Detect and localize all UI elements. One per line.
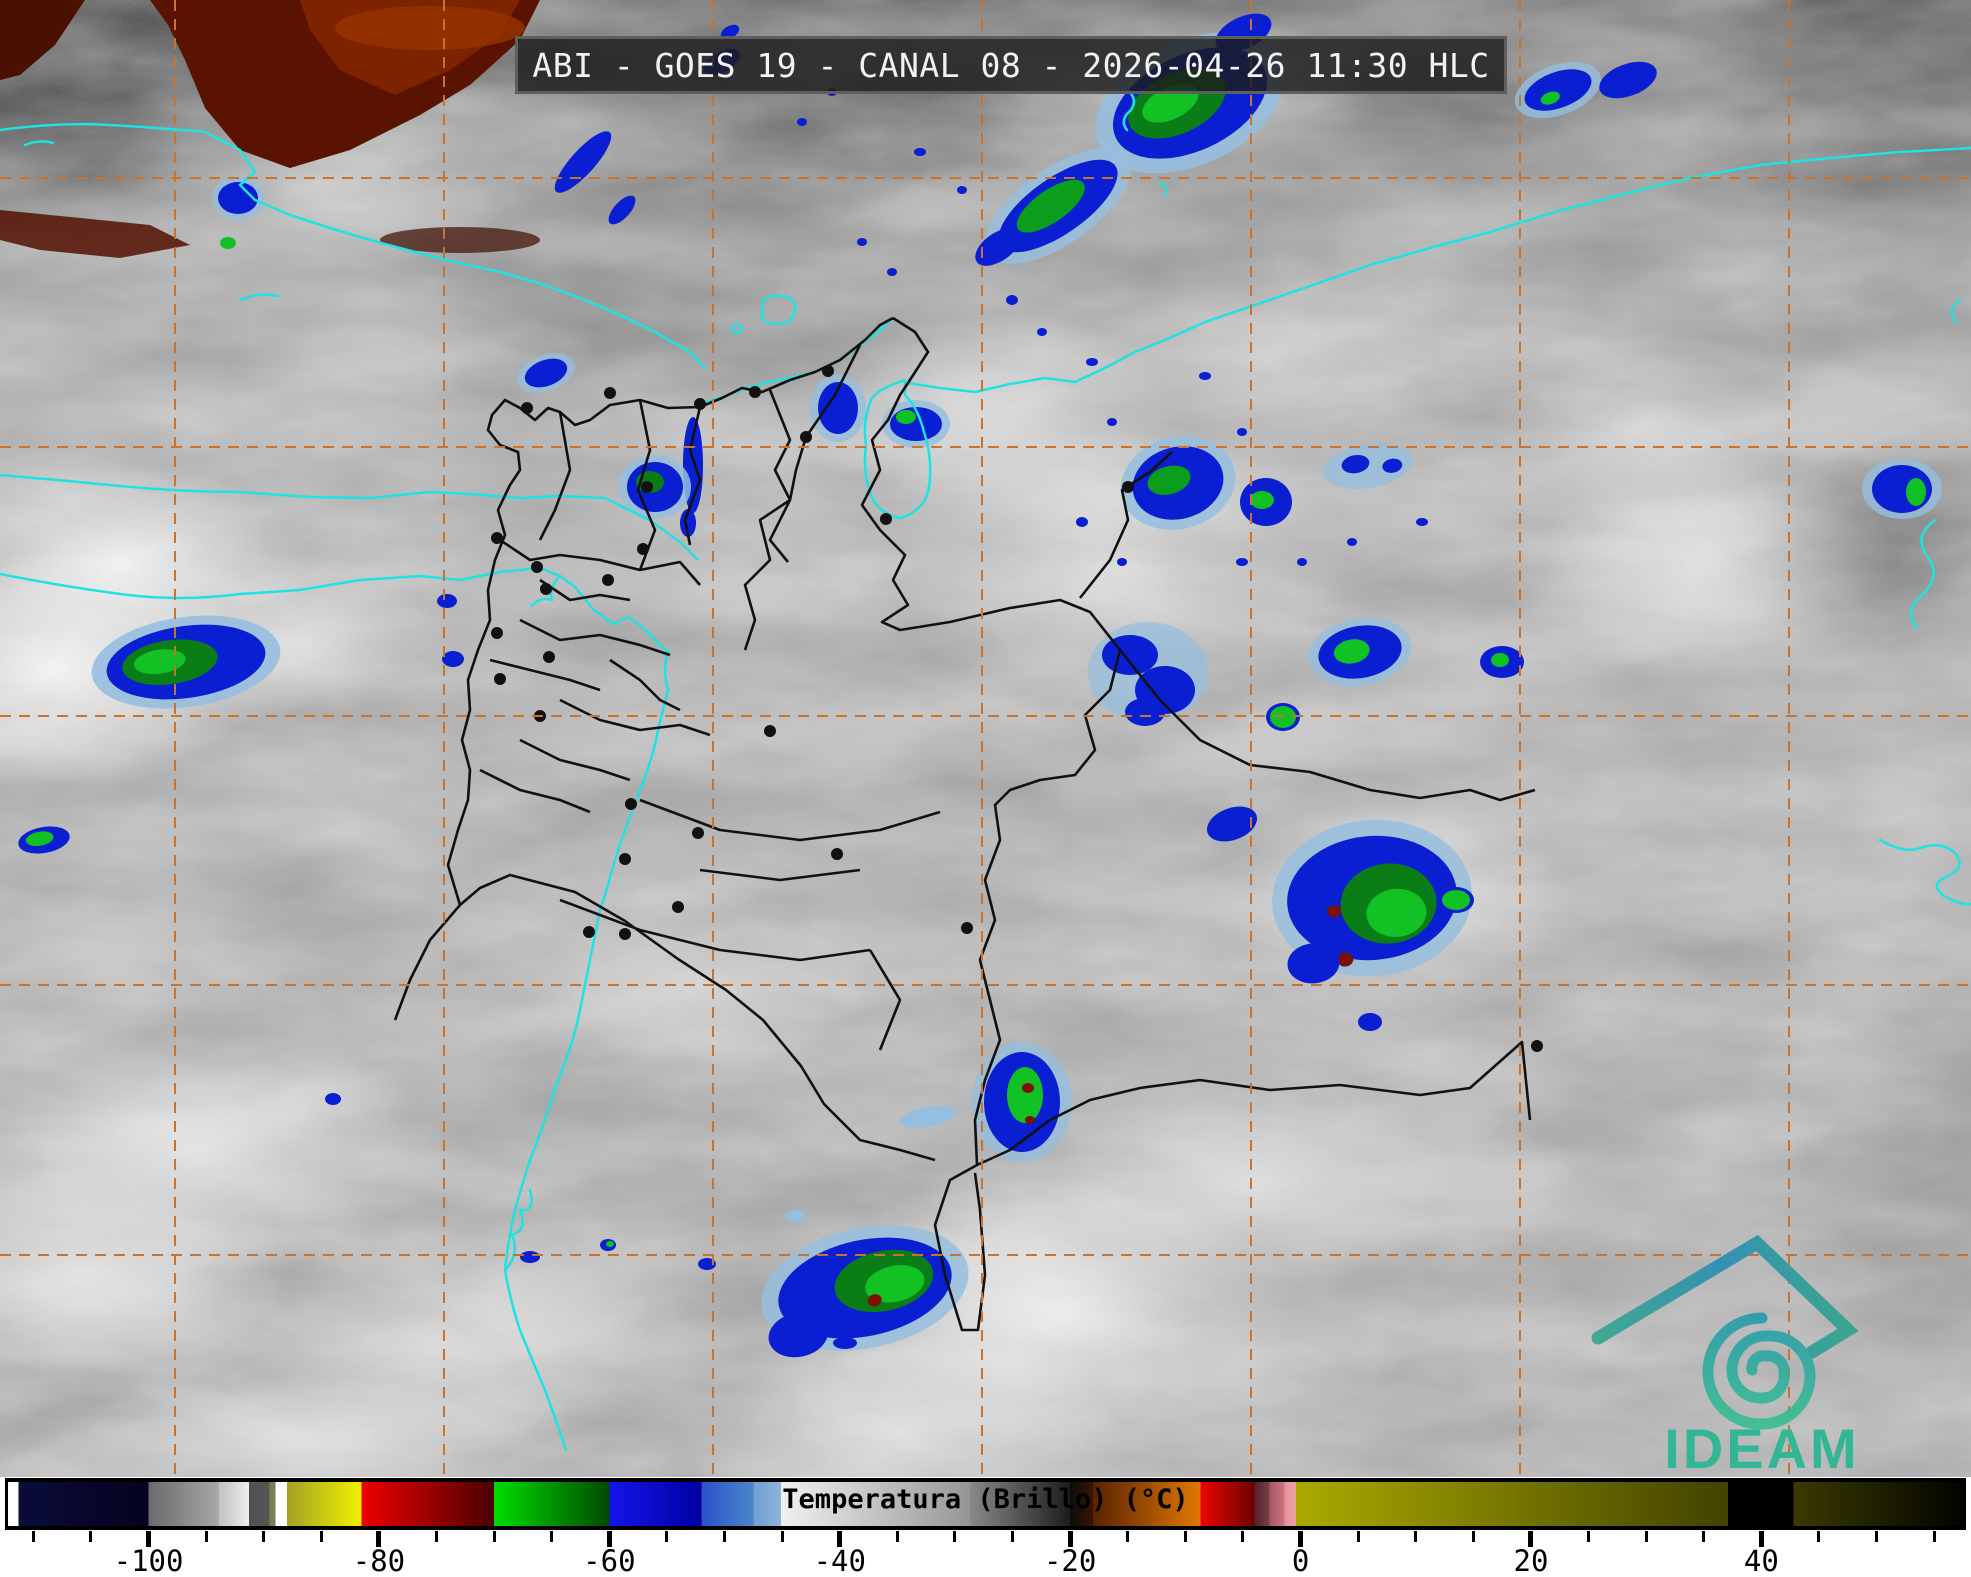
minor-tick — [953, 1531, 957, 1542]
ideam-logo: IDEAM — [1591, 1234, 1859, 1477]
minor-tick — [204, 1531, 208, 1542]
colorbar-frame — [5, 1478, 1966, 1530]
minor-tick — [1875, 1531, 1879, 1542]
minor-tick — [1414, 1531, 1418, 1542]
major-tick — [1298, 1531, 1304, 1547]
minor-tick — [89, 1531, 93, 1542]
minor-tick — [1702, 1531, 1706, 1542]
tick-label: -100 — [113, 1544, 184, 1577]
minor-tick — [492, 1531, 496, 1542]
product-title: ABI - GOES 19 - CANAL 08 - 2026-04-26 11… — [532, 45, 1490, 85]
major-tick — [1067, 1531, 1073, 1547]
minor-tick — [1126, 1531, 1130, 1542]
major-tick — [146, 1531, 152, 1547]
tick-label: -60 — [583, 1544, 636, 1577]
city-markers — [491, 365, 1543, 1052]
minor-tick — [780, 1531, 784, 1542]
minor-tick — [262, 1531, 266, 1542]
minor-tick — [1011, 1531, 1015, 1542]
colorbar-label: Temperatura (Brillo) (°C) — [782, 1484, 1189, 1515]
minor-tick — [1587, 1531, 1591, 1542]
ideam-logo-text: IDEAM — [1664, 1417, 1859, 1477]
tick-label: 40 — [1743, 1544, 1779, 1577]
ideam-logo-roof — [1591, 1234, 1859, 1359]
major-tick — [376, 1531, 382, 1547]
major-tick — [837, 1531, 843, 1547]
minor-tick — [435, 1531, 439, 1542]
ideam-logo-swirl — [1702, 1312, 1816, 1430]
graticule — [0, 0, 1971, 1477]
minor-tick — [319, 1531, 323, 1542]
major-tick — [1528, 1531, 1534, 1547]
minor-tick — [550, 1531, 554, 1542]
tick-label: 0 — [1291, 1544, 1310, 1577]
map-overlay: IDEAM — [0, 0, 1971, 1477]
minor-tick — [1817, 1531, 1821, 1542]
tick-label: 20 — [1513, 1544, 1549, 1577]
minor-tick — [895, 1531, 899, 1542]
minor-tick — [1471, 1531, 1475, 1542]
tick-label: -80 — [352, 1544, 406, 1577]
small-cloud-specks — [797, 88, 1428, 566]
minor-tick — [1183, 1531, 1187, 1542]
warm-airmass-region — [0, 0, 540, 258]
minor-tick — [1356, 1531, 1360, 1542]
tick-label: -40 — [813, 1544, 866, 1577]
minor-tick — [1644, 1531, 1648, 1542]
minor-tick — [1241, 1531, 1245, 1542]
product-title-bar: ABI - GOES 19 - CANAL 08 - 2026-04-26 11… — [515, 36, 1507, 94]
tick-label: -20 — [1043, 1544, 1097, 1577]
major-tick — [606, 1531, 612, 1547]
minor-tick — [723, 1531, 727, 1542]
colorbar-gradient — [8, 1482, 1963, 1526]
major-tick — [1758, 1531, 1764, 1547]
minor-tick — [1932, 1531, 1936, 1542]
minor-tick — [665, 1531, 669, 1542]
political-borders — [393, 316, 1536, 1332]
minor-tick — [31, 1531, 35, 1542]
